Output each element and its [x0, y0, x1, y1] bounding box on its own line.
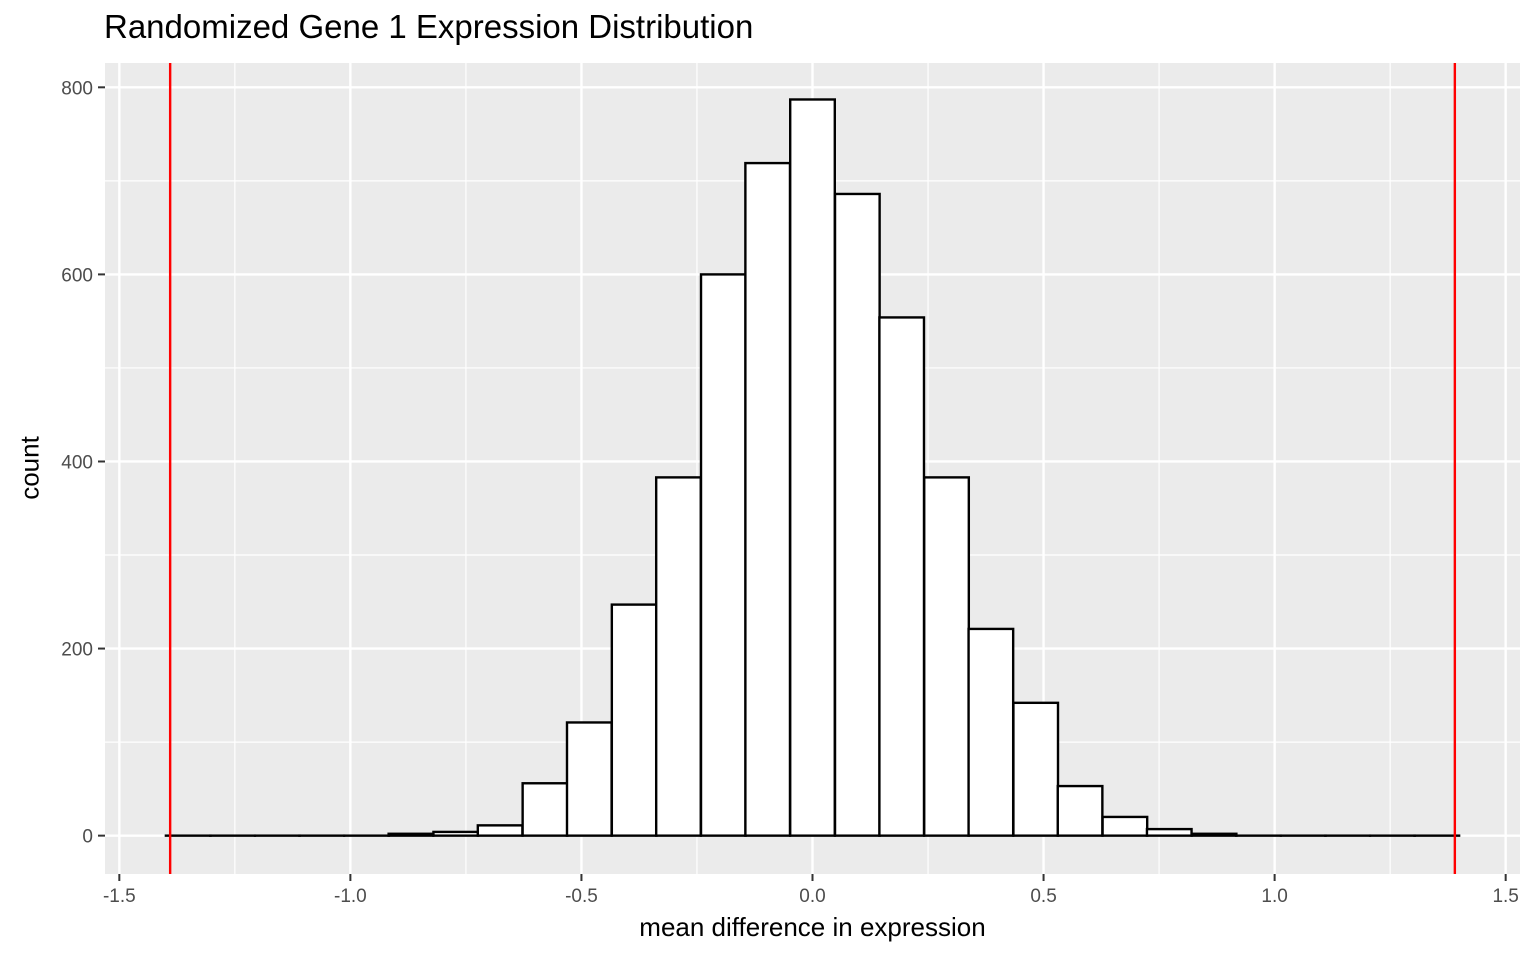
- histogram-bar: [654, 476, 702, 837]
- histogram-bar: [1056, 784, 1104, 837]
- y-axis: 0 200 400 600 800: [61, 78, 105, 848]
- x-tick-label: -1.0: [334, 886, 367, 907]
- y-tick-label: 200: [61, 640, 93, 661]
- threshold-lines: [168, 63, 1457, 874]
- y-tick-label: 600: [61, 265, 93, 286]
- histogram-bar: [1145, 827, 1193, 837]
- histogram-bar: [789, 98, 836, 837]
- y-tick-label: 400: [61, 452, 93, 473]
- histogram-bar: [521, 782, 569, 837]
- histogram-bar: [699, 273, 747, 837]
- histogram-bar: [1190, 832, 1238, 837]
- y-tick-label: 800: [61, 78, 93, 99]
- x-tick-label: 1.0: [1261, 886, 1287, 907]
- y-axis-label: count: [14, 436, 45, 500]
- histogram-bar: [744, 161, 792, 837]
- x-tick-label: -0.5: [565, 886, 598, 907]
- x-axis-label: mean difference in expression: [639, 912, 986, 942]
- y-tick-label: 0: [82, 827, 93, 848]
- histogram-bar: [432, 830, 480, 837]
- x-axis: -1.5 -1.0 -0.5 0.0 0.5 1.0 1.5: [103, 874, 1519, 907]
- chart-title: Randomized Gene 1 Expression Distributio…: [104, 8, 754, 45]
- histogram-bar: [476, 824, 524, 837]
- histogram-bar: [565, 721, 613, 837]
- x-tick-label: 1.5: [1492, 886, 1518, 907]
- x-tick-label: -1.5: [103, 886, 136, 907]
- histogram-bar: [878, 316, 926, 837]
- histogram-bar: [610, 603, 658, 837]
- histogram-bar: [967, 627, 1015, 837]
- histogram-bar: [1101, 815, 1149, 837]
- histogram-bar: [923, 476, 971, 837]
- histogram-bars: [164, 98, 1461, 837]
- histogram-bar: [387, 832, 435, 837]
- histogram-bar: [1012, 701, 1060, 837]
- x-tick-label: 0.5: [1030, 886, 1056, 907]
- histogram-bar: [833, 192, 881, 837]
- x-tick-label: 0.0: [799, 886, 825, 907]
